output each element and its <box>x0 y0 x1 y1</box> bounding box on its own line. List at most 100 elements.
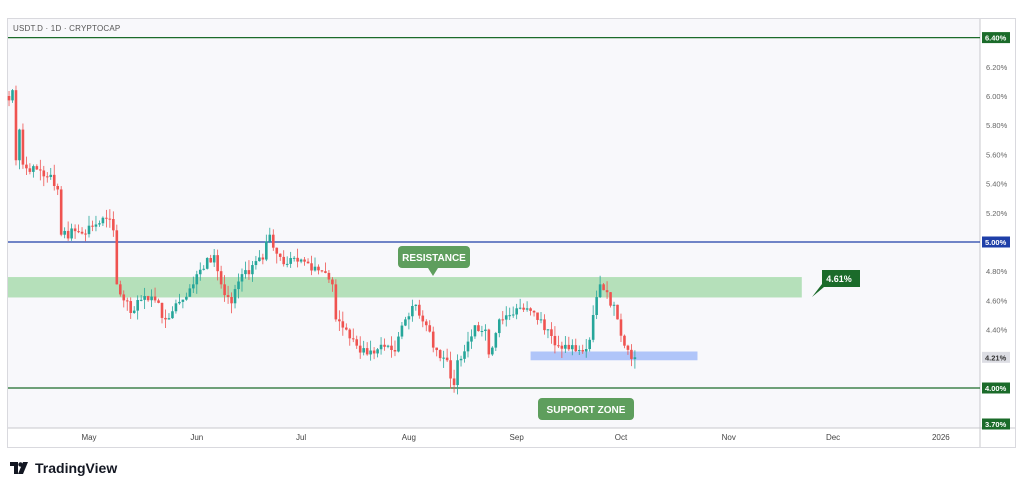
candle-body <box>497 319 501 334</box>
candle-body <box>14 90 18 161</box>
candle-body <box>150 296 153 301</box>
tradingview-logo-icon <box>10 462 28 474</box>
candle-body <box>171 311 174 319</box>
support-label: SUPPORT ZONE <box>547 405 626 416</box>
candle-body <box>157 300 160 303</box>
candle-body <box>376 349 379 354</box>
tradingview-logo[interactable]: TradingView <box>10 460 117 476</box>
candle-body <box>181 299 185 302</box>
candle-body <box>178 301 181 304</box>
candle-body <box>449 360 452 379</box>
candle-body <box>317 266 320 271</box>
candle-body <box>550 329 553 336</box>
candle-body <box>630 349 633 359</box>
candle-body <box>296 257 299 262</box>
candle-body <box>313 266 317 271</box>
candle-body <box>501 319 505 321</box>
candle-body <box>143 296 146 300</box>
candle-body <box>362 348 365 353</box>
y-tick-label: 5.80% <box>986 121 1008 130</box>
candle-body <box>306 261 310 264</box>
candle-body <box>258 257 261 262</box>
x-tick-label: May <box>81 433 96 442</box>
resistance-label-bg <box>398 246 470 268</box>
candle-body <box>202 268 206 270</box>
candle-body <box>605 290 609 293</box>
candle-body <box>522 307 525 310</box>
x-tick-label: Jun <box>190 433 203 442</box>
candle-body <box>244 270 247 275</box>
y-tick-label: 4.40% <box>986 326 1008 335</box>
y-tick-label: 5.40% <box>986 180 1008 189</box>
candle-body <box>192 284 195 289</box>
candle-body <box>11 90 14 101</box>
candle-body <box>56 185 60 190</box>
candle-body <box>390 345 393 351</box>
candle-body <box>626 345 630 350</box>
candle-body <box>379 344 383 350</box>
candle-body <box>18 129 21 161</box>
x-tick-label: Jul <box>296 433 306 442</box>
candle-body <box>400 325 404 337</box>
candle-body <box>39 169 42 171</box>
candle-body <box>407 316 411 320</box>
candle-body <box>473 325 477 337</box>
candle-body <box>334 284 338 320</box>
candle-body <box>386 345 390 347</box>
candle-body <box>351 338 355 340</box>
candle-body <box>195 274 199 285</box>
candle-body <box>609 292 612 306</box>
candle-body <box>59 189 63 235</box>
candle-body <box>477 325 480 332</box>
candle-body <box>136 300 139 311</box>
candle-body <box>278 253 282 257</box>
candle-body <box>348 329 352 339</box>
candle-body <box>442 357 445 359</box>
candle-body <box>226 295 230 298</box>
x-tick-label: Dec <box>826 433 840 442</box>
candle-body <box>487 329 491 355</box>
candle-body <box>282 256 286 265</box>
candle-body <box>557 345 560 347</box>
candle-body <box>70 228 73 239</box>
candle-body <box>233 289 237 304</box>
candle-body <box>271 234 275 248</box>
candle-body <box>52 174 56 186</box>
candle-body <box>251 265 254 275</box>
candle-body <box>588 339 591 350</box>
candle-body <box>254 261 258 266</box>
price-label: 4.21% <box>985 353 1007 362</box>
candle-body <box>153 296 157 301</box>
x-tick-label: Oct <box>615 433 628 442</box>
candle-body <box>577 350 581 352</box>
candle-body <box>167 318 171 320</box>
candle-body <box>310 263 313 271</box>
y-tick-label: 5.20% <box>986 209 1008 218</box>
candle-body <box>21 129 25 165</box>
candle-body <box>94 224 98 227</box>
support-label-bg <box>538 398 634 420</box>
candle-body <box>164 317 167 320</box>
candle-body <box>546 329 550 331</box>
candle-body <box>331 279 334 285</box>
candle-body <box>338 319 341 322</box>
candle-body <box>139 299 143 301</box>
candle-body <box>185 296 188 300</box>
candle-body <box>372 350 376 354</box>
candle-body <box>7 96 11 101</box>
candle-body <box>584 349 588 352</box>
candle-body <box>511 314 515 316</box>
candle-body <box>397 336 400 352</box>
candle-body <box>411 305 414 317</box>
candle-body <box>129 301 133 313</box>
candle-body <box>219 271 223 285</box>
candle-body <box>341 321 345 328</box>
candle-body <box>174 303 178 312</box>
candle-body <box>115 230 119 285</box>
candle-body <box>299 259 303 262</box>
candle-body <box>491 347 494 355</box>
candle-body <box>265 241 268 260</box>
price-label: 4.00% <box>985 384 1007 393</box>
candle-body <box>91 225 94 227</box>
candlestick-chart[interactable]: 6.20% 6.00% 5.80% 5.60% 5.40% 5.20% 4.80% 4.60%… <box>0 0 1024 450</box>
